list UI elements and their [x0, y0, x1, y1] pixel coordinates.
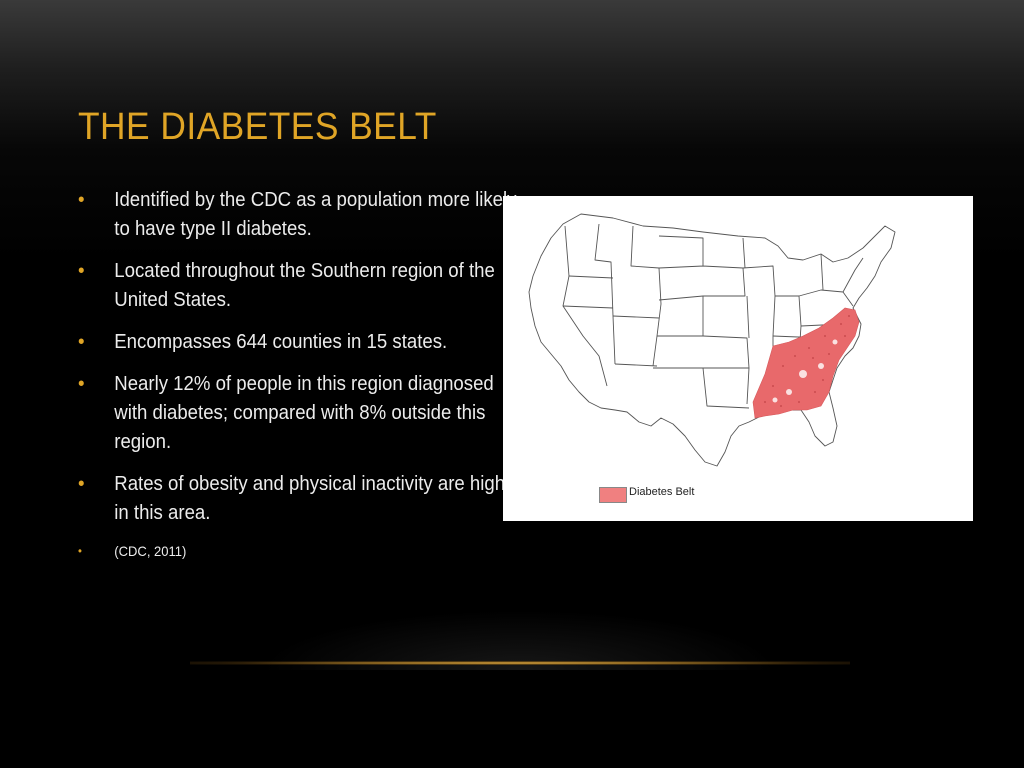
- bullet-item: • Encompasses 644 counties in 15 states.: [78, 328, 523, 357]
- bullet-item: • Nearly 12% of people in this region di…: [78, 370, 523, 457]
- us-map-svg: [528, 213, 896, 467]
- diabetes-belt-region: [752, 307, 860, 419]
- bullet-marker: •: [78, 373, 85, 395]
- footer-glow-haze: [260, 610, 780, 670]
- bullet-list: • Identified by the CDC as a population …: [78, 186, 516, 574]
- bullet-marker: •: [78, 473, 85, 495]
- legend-swatch: [599, 487, 627, 503]
- accent-line: [190, 661, 850, 665]
- citation-item: • (CDC, 2011): [78, 541, 523, 561]
- bullet-item: • Identified by the CDC as a population …: [78, 186, 523, 244]
- bullet-marker: •: [78, 260, 85, 282]
- bullet-text: Encompasses 644 counties in 15 states.: [114, 331, 448, 353]
- us-map-image: Diabetes Belt: [503, 196, 973, 521]
- bullet-text: Rates of obesity and physical inactivity…: [114, 473, 506, 524]
- bullet-item: • Rates of obesity and physical inactivi…: [78, 470, 523, 528]
- bullet-text: Identified by the CDC as a population mo…: [114, 189, 517, 240]
- slide-title: THE DIABETES BELT: [78, 106, 437, 148]
- bullet-marker: •: [78, 544, 82, 558]
- legend-label: Diabetes Belt: [629, 486, 695, 498]
- bullet-text: Located throughout the Southern region o…: [114, 260, 495, 311]
- bullet-marker: •: [78, 331, 85, 353]
- citation-text: (CDC, 2011): [114, 543, 187, 559]
- bullet-marker: •: [78, 189, 85, 211]
- bullet-item: • Located throughout the Southern region…: [78, 257, 523, 315]
- bullet-text: Nearly 12% of people in this region diag…: [114, 373, 494, 453]
